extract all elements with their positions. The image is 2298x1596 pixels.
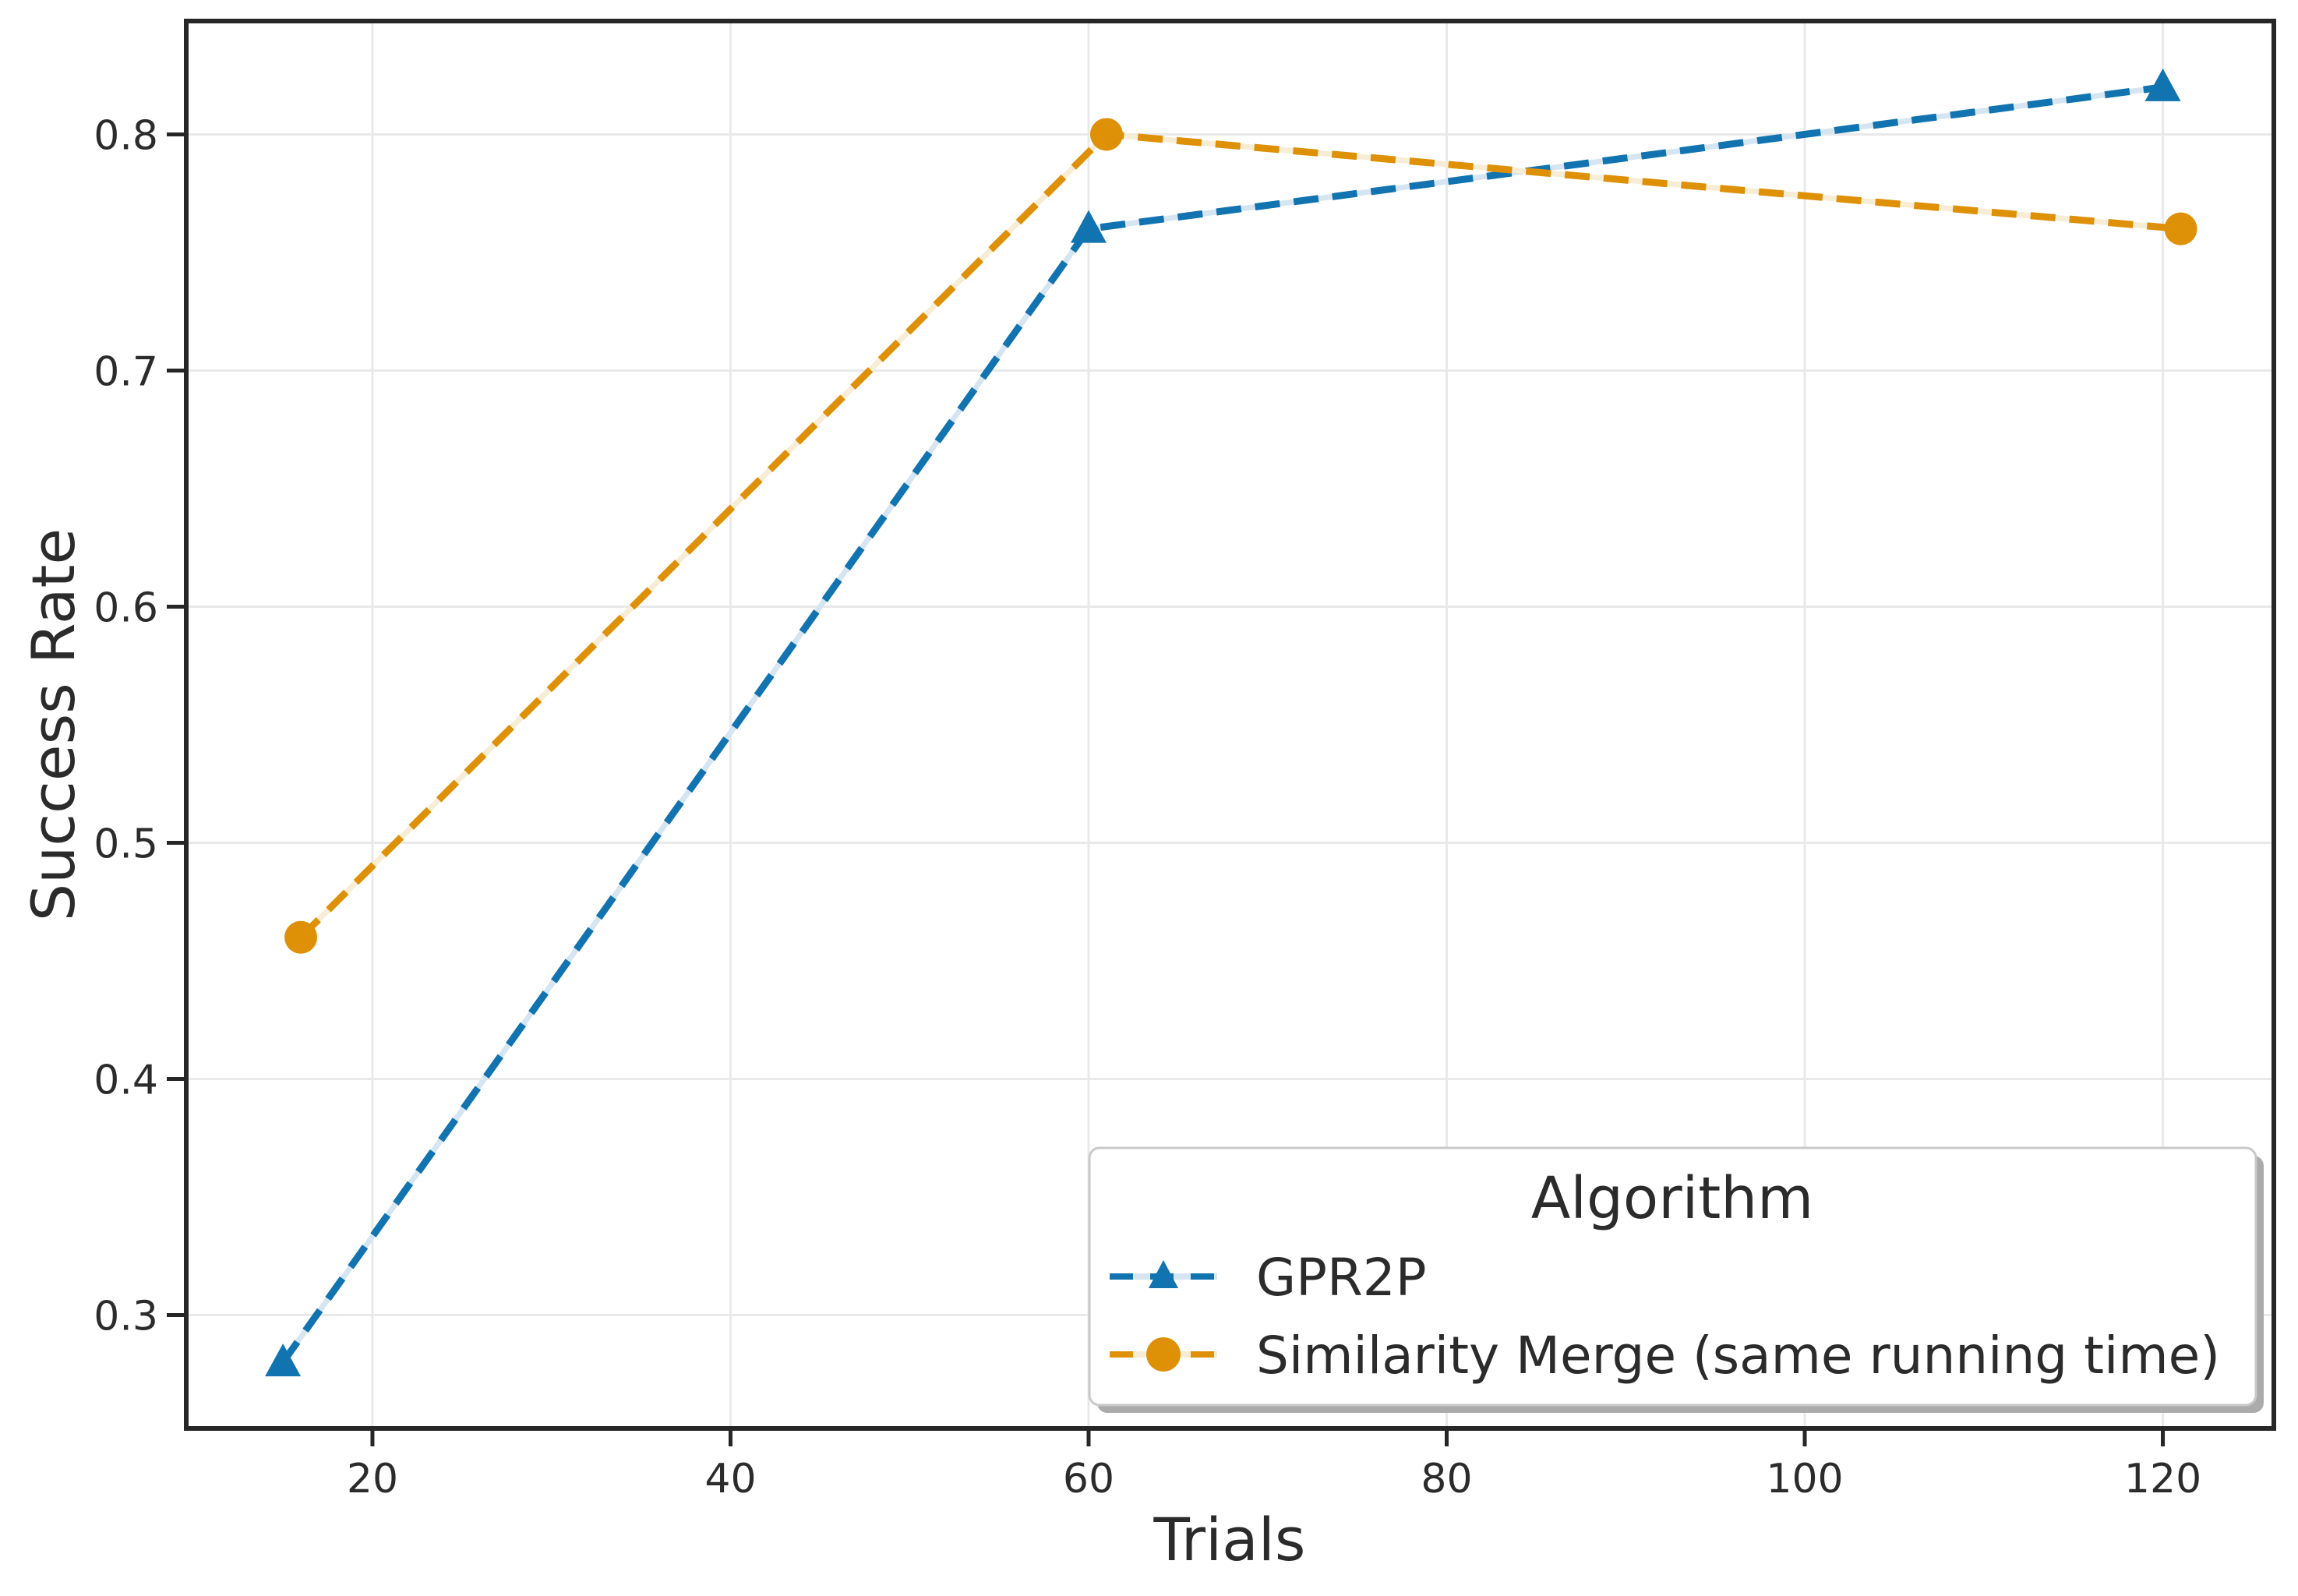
axis-ticks: 20 40 60 80 100 120 0.3 0.4 0.5 0.6 0.7 0.8 (94, 112, 2201, 1502)
triangle-marker-icon (1070, 210, 1107, 243)
x-axis-label: Trials (1153, 1505, 1306, 1574)
triangle-marker-icon (1149, 1260, 1178, 1288)
y-axis-label: Success Rate (19, 528, 88, 921)
circle-marker-icon (2164, 212, 2197, 245)
series-line (280, 83, 2164, 1365)
series-line-underlay (298, 131, 2181, 940)
x-tick-label: 40 (704, 1456, 756, 1502)
x-tick-label: 120 (2124, 1456, 2201, 1502)
triangle-marker-icon (265, 1344, 302, 1377)
series-similarity-merge (284, 118, 2197, 954)
x-tick-label: 20 (347, 1456, 398, 1502)
legend: Algorithm GPR2P Similarity Merge (same r… (1088, 1146, 2264, 1413)
legend-box (1088, 1146, 2257, 1407)
y-tick-label: 0.4 (94, 1058, 158, 1104)
series-line (298, 130, 2181, 940)
legend-entry-label: Similarity Merge (same running time) (1256, 1326, 2220, 1386)
y-tick-label: 0.7 (94, 348, 158, 395)
legend-entry-label: GPR2P (1256, 1248, 1427, 1308)
series-gpr2p (265, 68, 2181, 1377)
legend-title: Algorithm (1531, 1165, 1813, 1232)
x-tick-label: 100 (1766, 1456, 1843, 1502)
x-tick-label: 60 (1063, 1456, 1114, 1502)
y-tick-label: 0.5 (94, 821, 158, 868)
series-layer (265, 68, 2197, 1377)
x-tick-label: 80 (1421, 1456, 1472, 1502)
y-tick-label: 0.8 (94, 112, 158, 159)
circle-marker-icon (1089, 118, 1123, 151)
gridlines (186, 21, 2274, 1428)
circle-marker-icon (1146, 1337, 1181, 1372)
legend-entry-similarity-merge: Similarity Merge (same running time) (1110, 1326, 2220, 1386)
y-tick-label: 0.3 (94, 1294, 158, 1340)
plot-border (184, 19, 2276, 1431)
legend-entry-gpr2p: GPR2P (1110, 1248, 1427, 1308)
y-tick-label: 0.6 (94, 584, 158, 631)
circle-marker-icon (284, 920, 318, 954)
triangle-marker-icon (2144, 68, 2181, 101)
